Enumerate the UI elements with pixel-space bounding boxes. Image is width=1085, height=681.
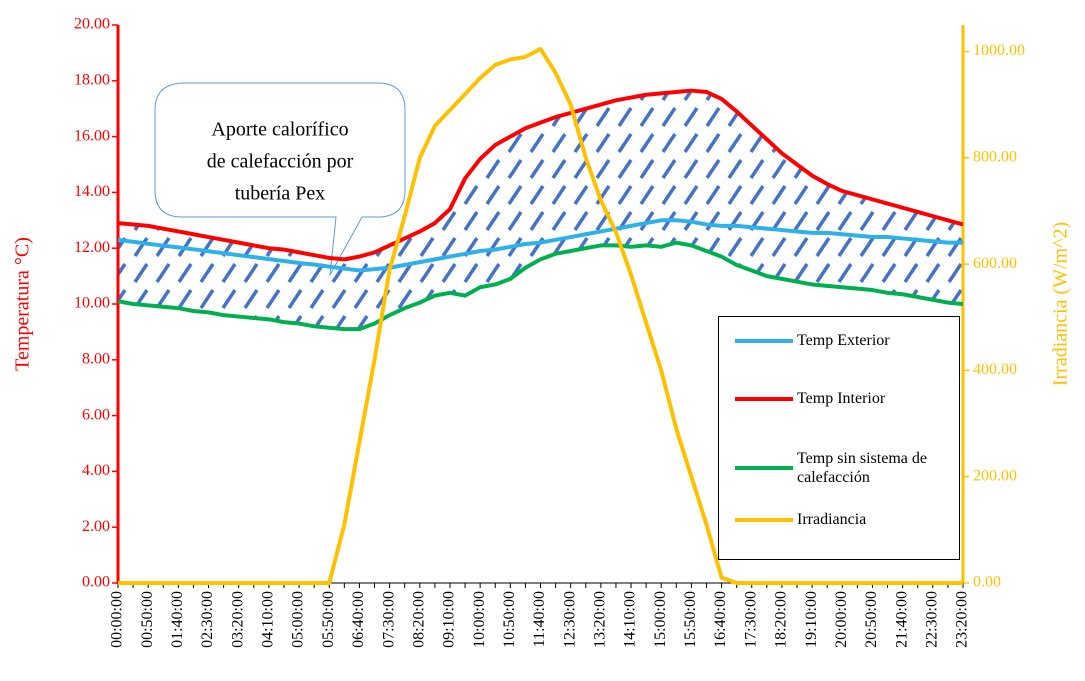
x-tick-label: 05:00:00 (290, 591, 307, 648)
x-tick-label: 05:50:00 (320, 591, 337, 648)
callout (154, 82, 406, 276)
y-tick-label: 10.00 (74, 295, 110, 312)
legend: Temp Exterior Temp Interior Temp sin siste… (718, 316, 960, 560)
y-tick-label: 0.00 (82, 574, 110, 591)
x-tick-label: 17:30:00 (742, 591, 759, 648)
legend-entry: Irradiancia (735, 510, 937, 529)
x-tick-label: 07:30:00 (380, 591, 397, 648)
x-tick-label: 13:20:00 (592, 591, 609, 648)
y2-tick-label: 0.00 (973, 574, 1001, 591)
legend-swatch (735, 338, 793, 343)
y-tick-label: 16.00 (74, 127, 110, 144)
y2-tick-label: 200.00 (973, 467, 1017, 484)
annotation: Aporte calorífico (211, 119, 348, 141)
y-axis-label: Temperatura °C) (12, 237, 34, 371)
x-tick-label: 10:50:00 (501, 591, 518, 648)
legend-label: Irradiancia (797, 511, 867, 528)
x-tick-label: 03:20:00 (229, 591, 246, 648)
x-tick-label: 20:50:00 (863, 591, 880, 648)
legend-entry: Temp Exterior (735, 331, 937, 350)
legend-entry: Temp sin sistema de calefacción (735, 449, 937, 487)
y2-tick-label: 1000.00 (973, 42, 1025, 59)
x-tick-label: 11:40:00 (531, 591, 548, 647)
x-tick-label: 08:20:00 (410, 591, 427, 648)
y-tick-label: 2.00 (82, 518, 110, 535)
legend-swatch (735, 396, 793, 401)
annotation: tubería Pex (235, 183, 326, 205)
y-tick-label: 12.00 (74, 239, 110, 256)
x-tick-label: 02:30:00 (199, 591, 216, 648)
legend-label: Temp sin sistema de calefacción (797, 450, 927, 486)
x-tick-label: 00:50:00 (139, 591, 156, 648)
y-tick-label: 18.00 (74, 71, 110, 88)
y2-tick-label: 400.00 (973, 361, 1017, 378)
legend-swatch (735, 517, 793, 522)
x-tick-label: 15:00:00 (652, 591, 669, 648)
x-tick-label: 12:30:00 (561, 591, 578, 648)
x-tick-label: 01:40:00 (169, 591, 186, 648)
y2-tick-label: 800.00 (973, 149, 1017, 166)
x-tick-label: 04:10:00 (260, 591, 277, 648)
y-tick-label: 6.00 (82, 406, 110, 423)
x-tick-label: 21:40:00 (893, 591, 910, 648)
legend-swatch (735, 466, 793, 470)
x-tick-label: 16:40:00 (712, 591, 729, 648)
y-tick-label: 20.00 (74, 16, 110, 33)
x-tick-label: 00:00:00 (109, 591, 126, 648)
series-line (118, 46, 963, 585)
x-tick-label: 06:40:00 (350, 591, 367, 648)
y-tick-label: 14.00 (74, 183, 110, 200)
annotation: de calefacción por (207, 151, 354, 173)
series-line (118, 88, 963, 262)
x-tick-label: 22:30:00 (923, 591, 940, 648)
x-tick-label: 15:50:00 (682, 591, 699, 648)
x-tick-label: 10:00:00 (471, 591, 488, 648)
series-line (118, 240, 963, 332)
legend-label: Temp Interior (797, 390, 886, 407)
x-tick-label: 09:10:00 (441, 591, 458, 648)
legend-entry: Temp Interior (735, 389, 937, 408)
x-tick-label: 23:20:00 (954, 591, 971, 648)
y-tick-label: 8.00 (82, 350, 110, 367)
y-tick-label: 4.00 (82, 462, 110, 479)
y2-axis-label: Irradiancia (W/m^2) (1050, 222, 1072, 386)
series-line (118, 218, 963, 273)
x-tick-label: 18:20:00 (773, 591, 790, 648)
y2-tick-label: 600.00 (973, 255, 1017, 272)
x-tick-label: 20:00:00 (833, 591, 850, 648)
legend-label: Temp Exterior (797, 332, 890, 349)
x-tick-label: 14:10:00 (622, 591, 639, 648)
x-tick-label: 19:10:00 (803, 591, 820, 648)
